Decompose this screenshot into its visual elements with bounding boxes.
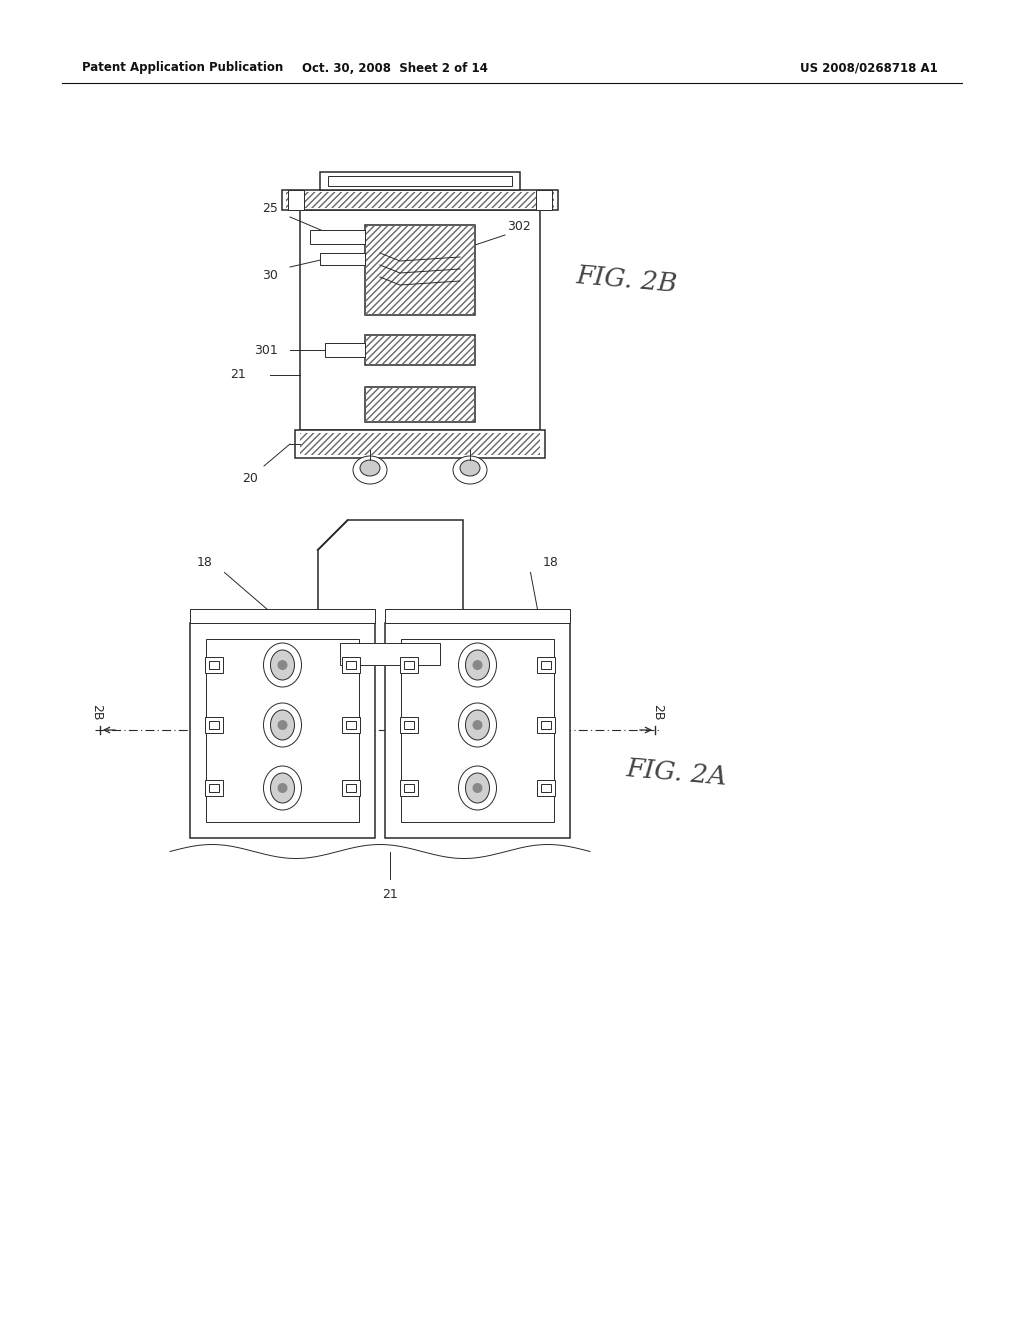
Bar [282,190,558,210]
Text: Oct. 30, 2008  Sheet 2 of 14: Oct. 30, 2008 Sheet 2 of 14 [302,62,488,74]
Ellipse shape [278,719,288,730]
Bar [404,721,414,729]
Bar [325,343,365,356]
Bar [342,780,360,796]
Bar [319,172,520,190]
Ellipse shape [459,704,497,747]
Bar [365,387,475,422]
Ellipse shape [270,710,295,741]
Bar [209,784,219,792]
Bar [541,784,551,792]
Ellipse shape [360,459,380,477]
Bar [300,433,540,455]
Ellipse shape [459,766,497,810]
Bar [537,717,555,733]
Bar [365,224,475,315]
Text: 18: 18 [197,556,213,569]
Text: 30: 30 [262,269,278,282]
Bar [404,784,414,792]
Bar [401,639,554,821]
Ellipse shape [460,459,480,477]
Bar [537,657,555,673]
Text: 301: 301 [254,343,278,356]
Bar [400,717,418,733]
Ellipse shape [466,774,489,803]
Bar [342,657,360,673]
Ellipse shape [263,643,301,686]
Bar [346,784,356,792]
Text: FIG. 2B: FIG. 2B [575,263,679,297]
Bar [365,335,475,366]
Bar [346,721,356,729]
Text: 21: 21 [382,888,398,902]
Bar [295,430,545,458]
Bar [536,190,552,210]
Polygon shape [317,520,463,665]
Text: 302: 302 [507,220,530,234]
Text: Patent Application Publication: Patent Application Publication [82,62,284,74]
Ellipse shape [263,766,301,810]
Bar [190,609,375,623]
Ellipse shape [472,719,482,730]
Bar [400,780,418,796]
Ellipse shape [270,774,295,803]
Bar [365,224,475,315]
Bar [286,191,554,209]
Bar [310,230,365,244]
Bar [346,661,356,669]
Bar [206,639,359,821]
Text: 21: 21 [230,368,246,381]
Ellipse shape [459,643,497,686]
Bar [205,717,223,733]
Ellipse shape [270,649,295,680]
Bar [537,780,555,796]
Ellipse shape [263,704,301,747]
Bar [319,253,365,265]
Bar [190,623,375,837]
Ellipse shape [278,783,288,793]
Bar [340,643,440,665]
Ellipse shape [466,649,489,680]
Bar [209,721,219,729]
Text: FIG. 2A: FIG. 2A [625,756,728,789]
Bar [385,623,570,837]
Text: US 2008/0268718 A1: US 2008/0268718 A1 [800,62,938,74]
Ellipse shape [278,660,288,671]
Ellipse shape [466,710,489,741]
Bar [404,661,414,669]
Bar [385,609,570,623]
Bar [365,387,475,422]
Ellipse shape [472,783,482,793]
Text: 25: 25 [262,202,278,215]
Bar [300,210,540,430]
Bar [328,176,512,186]
Bar [365,335,475,366]
Text: 2B: 2B [651,704,665,719]
Bar [288,190,304,210]
Ellipse shape [453,455,487,484]
Bar [205,657,223,673]
Bar [205,780,223,796]
Ellipse shape [353,455,387,484]
Text: 2B: 2B [90,704,103,719]
Text: 18: 18 [543,556,558,569]
Bar [541,661,551,669]
Text: 20: 20 [242,473,258,484]
Bar [400,657,418,673]
Bar [541,721,551,729]
Bar [342,717,360,733]
Bar [209,661,219,669]
Ellipse shape [472,660,482,671]
